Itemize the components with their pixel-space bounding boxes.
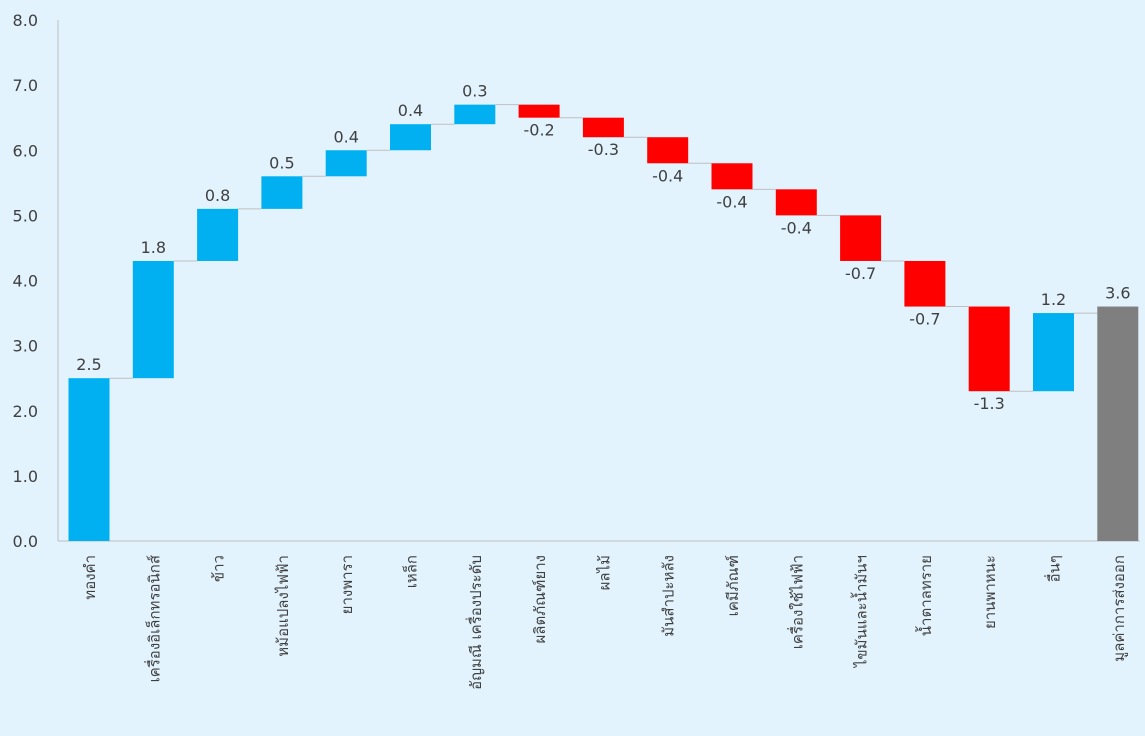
data-label: 0.4 [333,127,358,146]
x-category-label: เหล็ก [402,555,421,588]
x-category-label: เคมีภัณฑ์ [724,555,742,616]
bar [68,378,110,541]
bar [518,104,560,118]
bar [1097,306,1139,541]
data-label: 0.3 [462,82,487,101]
x-category-label: อื่นๆ [1044,555,1064,582]
data-label: -0.7 [909,310,940,329]
bar [711,163,753,190]
x-category-label: มันสำปะหลัง [660,555,678,637]
x-category-label: ผลิตภัณฑ์ยาง [531,555,549,644]
x-category-label: อัญมณี เครื่องประดับ [465,555,485,690]
y-tick-label: 2.0 [13,402,38,421]
bar [647,137,689,164]
x-category-label: ผลไม้ [595,555,613,590]
data-label: 1.8 [141,238,166,257]
bar [1033,313,1074,392]
data-label: -0.4 [716,192,747,211]
x-category-label: ยานพาหนะ [981,555,999,629]
y-tick-label: 6.0 [13,141,38,160]
bar [840,215,882,261]
data-label: -0.7 [845,264,876,283]
bar [197,208,239,261]
y-tick-label: 4.0 [13,272,38,291]
y-tick-label: 3.0 [13,337,38,356]
bar [132,260,174,379]
data-label: 0.8 [205,186,230,205]
y-tick-label: 1.0 [13,467,38,486]
data-label: 2.5 [76,355,101,374]
data-label: -0.3 [588,140,619,159]
bar [775,189,817,216]
y-tick-label: 7.0 [13,76,38,95]
y-tick-label: 8.0 [13,11,38,30]
x-category-label: เครื่องใช้ไฟฟ้า [786,555,806,649]
x-category-label: เครื่องอิเล็กทรอนิกส์ [143,555,163,682]
x-category-label: หม้อแปลงไฟฟ้า [274,555,292,657]
x-category-label: ข้าว [210,555,228,582]
bar [968,306,1010,392]
bar [582,117,624,138]
data-label: 3.6 [1105,284,1130,303]
bar [904,260,946,307]
data-label: -1.3 [974,394,1005,413]
x-category-label: มูลค่าการส่งออก [1110,555,1128,662]
x-category-label: ทองคำ [81,555,99,600]
x-category-label: ยางพารา [338,555,356,614]
bar [325,150,367,177]
y-tick-label: 0.0 [13,532,38,551]
data-label: 1.2 [1041,290,1066,309]
data-label: -0.4 [781,218,812,237]
bar [454,104,496,125]
data-label: -0.4 [652,166,683,185]
data-label: 0.5 [269,153,294,172]
x-category-label: น้ำตาลทราย [915,555,935,636]
bar [261,176,303,209]
y-tick-label: 5.0 [13,206,38,225]
data-label: 0.4 [398,101,423,120]
bar [390,124,431,151]
data-label: -0.2 [523,121,554,140]
x-category-label: ไขมันและน้ำมันฯ [851,555,871,668]
